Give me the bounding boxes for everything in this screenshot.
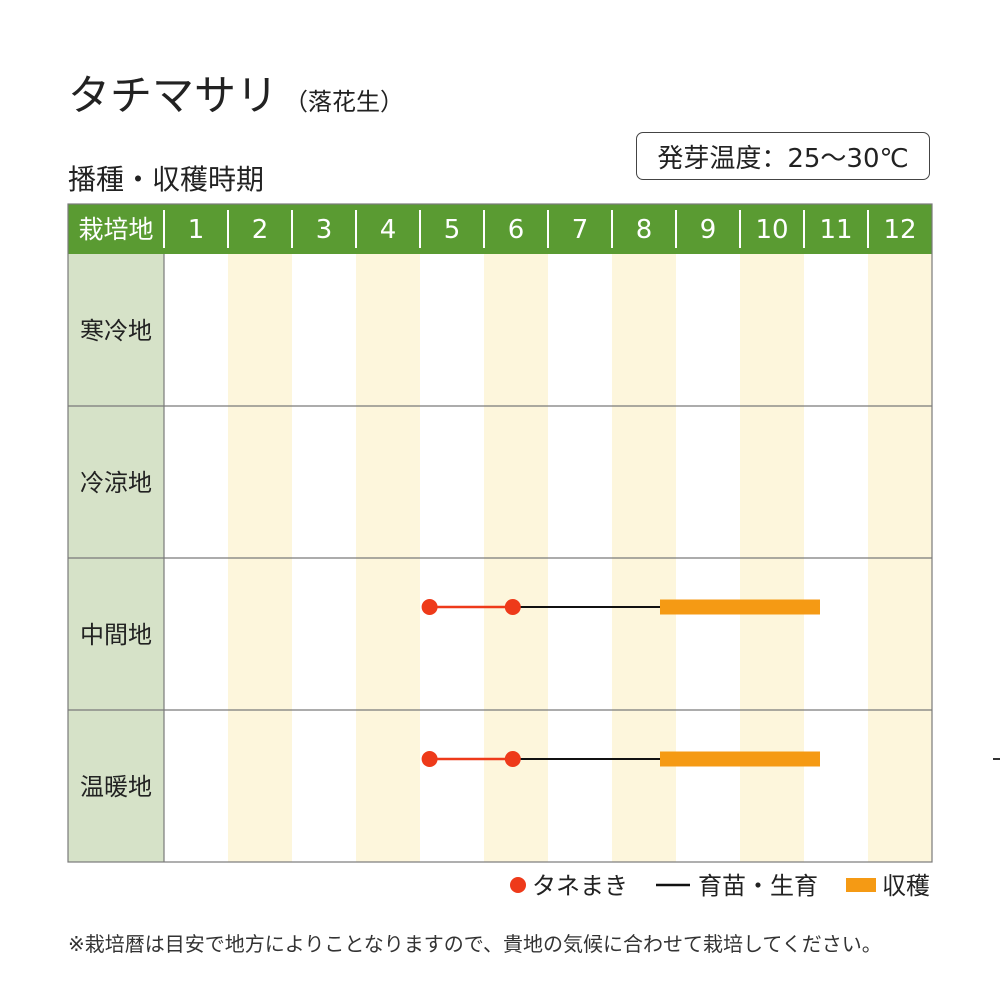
- germination-temp-text: 発芽温度：25～30℃: [657, 143, 909, 174]
- edge-tick-mark: [993, 758, 1000, 760]
- month-header-label: 9: [700, 215, 717, 245]
- page-subtitle: （落花生）: [284, 88, 405, 116]
- month-header-label: 11: [819, 215, 852, 245]
- germination-temp-badge: 発芽温度：25～30℃: [636, 132, 930, 180]
- month-header-label: 4: [380, 215, 397, 245]
- month-header-label: 6: [508, 215, 525, 245]
- legend-harvest-bar: [846, 878, 876, 892]
- sowing-end-dot: [504, 751, 521, 767]
- corner-label: 栽培地: [78, 215, 153, 244]
- footnote: ※栽培暦は目安で地方によりことなりますので、貴地の気候に合わせて栽培してください…: [68, 932, 882, 956]
- sowing-start-dot: [421, 599, 438, 615]
- region-label: 冷涼地: [80, 469, 152, 497]
- title-block: タチマサリ （落花生）: [68, 62, 404, 123]
- month-header-label: 10: [755, 215, 788, 245]
- page-title: タチマサリ: [68, 71, 279, 120]
- legend-harvest-label: 収穫: [882, 872, 930, 900]
- month-header-label: 2: [252, 215, 269, 245]
- period-title: 播種・収穫時期: [68, 163, 265, 196]
- month-header-label: 3: [316, 215, 333, 245]
- month-header-label: 5: [444, 215, 461, 245]
- region-label: 中間地: [80, 621, 152, 649]
- grid-border: [67, 203, 933, 863]
- region-label: 寒冷地: [80, 317, 152, 345]
- legend-sowing-dot: [510, 877, 526, 893]
- harvest-bar: [660, 599, 820, 615]
- sowing-end-dot: [504, 599, 521, 615]
- region-label: 温暖地: [80, 773, 152, 801]
- legend-sowing-label: タネまき: [532, 872, 628, 900]
- month-header-label: 12: [883, 215, 916, 245]
- month-header-label: 1: [188, 215, 205, 245]
- month-header-label: 7: [572, 215, 589, 245]
- header-band: [68, 204, 932, 254]
- sowing-start-dot: [421, 751, 438, 767]
- harvest-bar: [660, 751, 820, 767]
- legend-growing-label: 育苗・生育: [698, 872, 818, 900]
- month-header-label: 8: [636, 215, 653, 245]
